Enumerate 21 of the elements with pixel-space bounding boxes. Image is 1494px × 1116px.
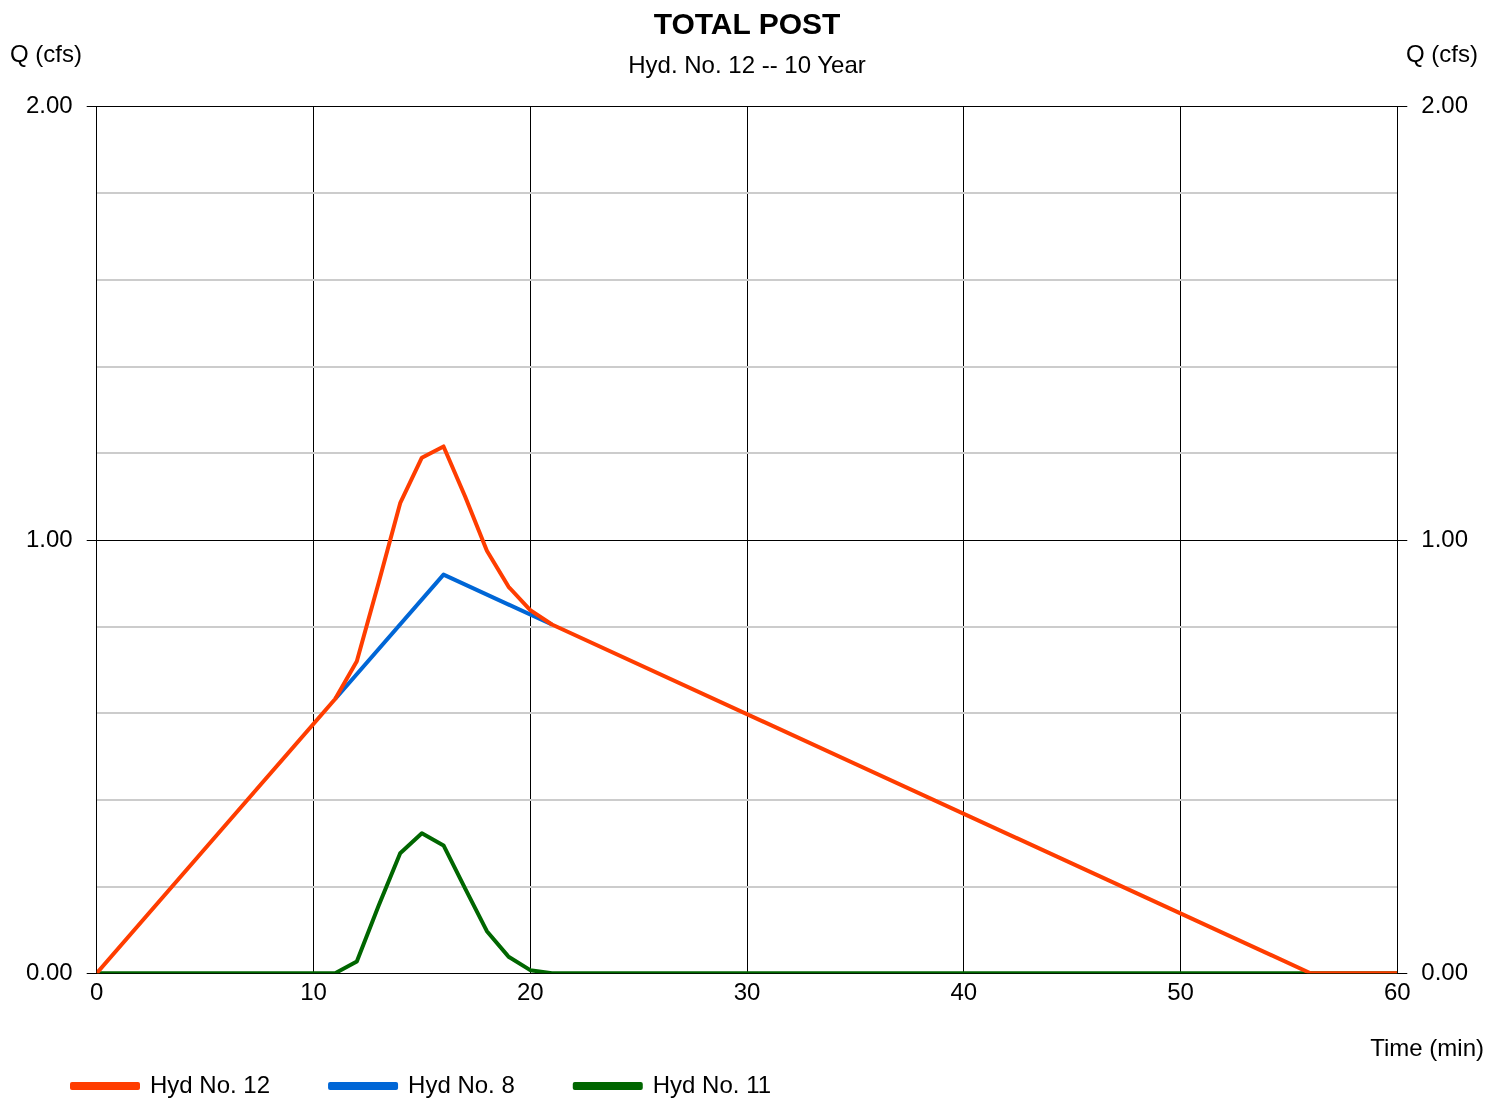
y-axis-title: Q (cfs) xyxy=(10,39,82,67)
legend-label: Hyd No. 11 xyxy=(652,1070,772,1098)
y-tick-label: 0.00 xyxy=(25,957,73,985)
x-tick-label: 20 xyxy=(516,978,544,1006)
x-tick-label: 0 xyxy=(90,978,104,1006)
x-tick-label: 10 xyxy=(300,978,327,1006)
x-tick-label: 50 xyxy=(1167,978,1194,1006)
chart-subtitle: Hyd. No. 12 -- 10 Year xyxy=(628,51,866,79)
y-tick-label: 1.00 xyxy=(25,524,73,552)
x-axis-title: Time (min) xyxy=(1370,1033,1484,1061)
chart-title: TOTAL POST xyxy=(653,7,841,41)
x-tick-label: 60 xyxy=(1383,978,1411,1006)
legend-label: Hyd No. 8 xyxy=(408,1070,515,1098)
legend-label: Hyd No. 12 xyxy=(150,1070,271,1098)
y2-tick-label: 2.00 xyxy=(1421,91,1469,119)
y2-tick-label: 1.00 xyxy=(1421,524,1469,552)
y-tick-label: 2.00 xyxy=(25,91,73,119)
y2-tick-label: 0.00 xyxy=(1421,957,1469,985)
x-tick-label: 40 xyxy=(950,978,978,1006)
y2-axis-title: Q (cfs) xyxy=(1406,39,1478,67)
x-tick-label: 30 xyxy=(733,978,761,1006)
